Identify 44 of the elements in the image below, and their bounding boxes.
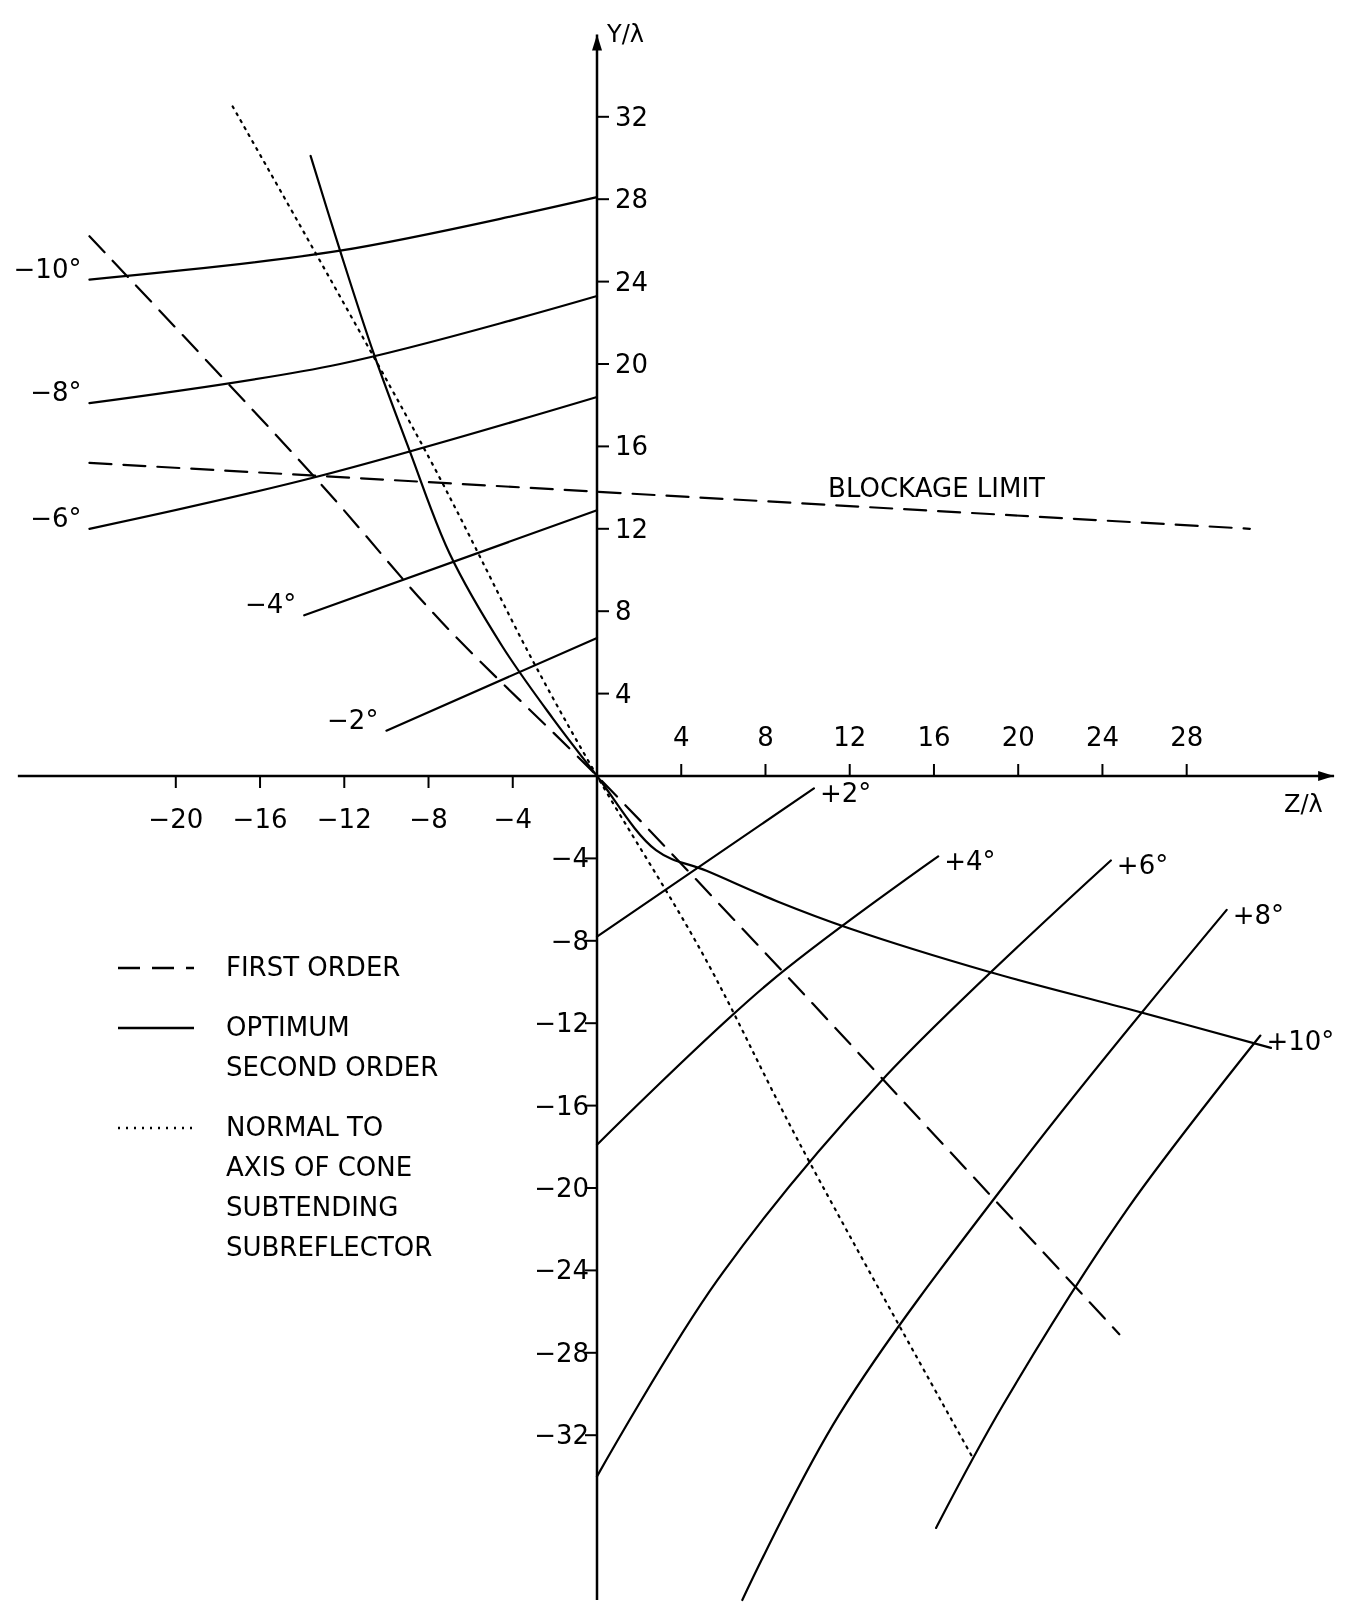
legend-label: NORMAL TO AXIS OF CONE SUBTENDING SUBREFLECTOR xyxy=(226,1112,433,1262)
annotation: −10° xyxy=(13,253,82,284)
x-tick-label: −12 xyxy=(316,804,372,834)
annotation: −4° xyxy=(244,589,297,620)
annotation: BLOCKAGE LIMIT xyxy=(828,473,1046,503)
y2-tick-label: 16 xyxy=(615,431,649,462)
y-tick-label: −28 xyxy=(534,1337,589,1368)
annotation: +2° xyxy=(819,778,872,809)
legend-label: FIRST ORDER xyxy=(226,952,401,982)
y2-tick-label: 4 xyxy=(615,678,632,709)
annotation: −8° xyxy=(30,377,82,408)
y2-tick-label: 12 xyxy=(615,513,649,544)
x-tick-label: −4 xyxy=(493,804,532,834)
annotation: +6° xyxy=(1116,850,1169,881)
x-tick-label: −8 xyxy=(409,804,448,834)
y-tick-label: −4 xyxy=(550,843,589,874)
annotation: +4° xyxy=(944,846,996,877)
y2-tick-label: 8 xyxy=(615,596,632,627)
annotation: −6° xyxy=(30,502,82,533)
legend-label: OPTIMUM SECOND ORDER xyxy=(226,1012,439,1082)
x-tick-label: −16 xyxy=(232,804,288,834)
x2-tick-label: 16 xyxy=(917,722,951,752)
y-tick-label: −12 xyxy=(534,1008,589,1039)
x-axis-title: Z/λ xyxy=(1284,790,1323,818)
x2-tick-label: 8 xyxy=(757,722,774,752)
annotation: +8° xyxy=(1232,899,1285,930)
annotation: −2° xyxy=(327,704,379,735)
y2-tick-label: 24 xyxy=(615,266,649,297)
y2-axis-title: Y/λ xyxy=(606,20,644,49)
y-tick-label: −20 xyxy=(534,1173,589,1203)
y-tick-label: −8 xyxy=(550,925,589,956)
x2-tick-label: 4 xyxy=(672,722,690,752)
y2-tick-label: 32 xyxy=(615,101,649,132)
x2-tick-label: 20 xyxy=(1001,722,1035,752)
y2-tick-label: 20 xyxy=(615,349,649,379)
y-tick-label: −32 xyxy=(534,1420,589,1451)
x2-tick-label: 12 xyxy=(833,722,867,752)
x2-tick-label: 24 xyxy=(1085,722,1119,752)
y2-tick-label: 28 xyxy=(615,184,649,215)
x2-tick-label: 28 xyxy=(1170,722,1204,752)
y-tick-label: −24 xyxy=(534,1255,589,1286)
y-tick-label: −16 xyxy=(534,1090,589,1121)
annotation: +10° xyxy=(1266,1025,1335,1056)
x-tick-label: −20 xyxy=(148,804,204,834)
